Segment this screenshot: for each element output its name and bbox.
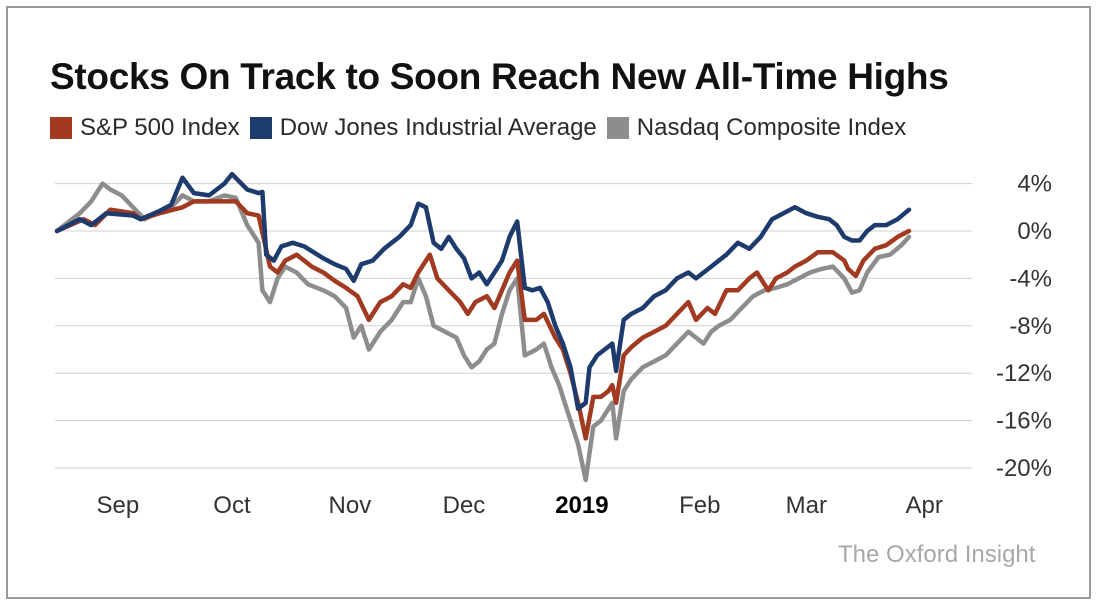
y-tick-label-2: -4% bbox=[1009, 265, 1052, 292]
chart-legend: S&P 500 Index Dow Jones Industrial Avera… bbox=[50, 114, 916, 142]
watermark: The Oxford Insight bbox=[838, 541, 1036, 568]
legend-item-nasdaq: Nasdaq Composite Index bbox=[606, 114, 907, 142]
y-tick-label-3: -8% bbox=[1009, 313, 1052, 340]
series-line-sp500 bbox=[54, 199, 912, 441]
legend-item-dow: Dow Jones Industrial Average bbox=[249, 114, 597, 142]
legend-swatch-nasdaq bbox=[606, 117, 629, 139]
x-tick-label-0: Sep bbox=[97, 492, 140, 519]
y-tick-label-5: -16% bbox=[996, 408, 1052, 435]
series-line-dow bbox=[54, 171, 912, 412]
x-tick-label-3: Dec bbox=[443, 492, 486, 519]
x-tick-label-7: Apr bbox=[906, 492, 943, 519]
legend-label-sp500: S&P 500 Index bbox=[80, 114, 240, 141]
legend-label-nasdaq: Nasdaq Composite Index bbox=[636, 114, 907, 141]
x-tick-label-6: Mar bbox=[786, 492, 827, 519]
x-tick-label-5: Feb bbox=[679, 492, 720, 519]
series-line-nasdaq bbox=[54, 181, 912, 483]
x-tick-label-4: 2019 bbox=[555, 492, 608, 519]
legend-label-dow: Dow Jones Industrial Average bbox=[279, 114, 597, 141]
x-tick-label-1: Oct bbox=[213, 492, 251, 519]
x-tick-label-2: Nov bbox=[329, 492, 372, 519]
chart-title: Stocks On Track to Soon Reach New All-Ti… bbox=[50, 56, 949, 97]
y-tick-label-6: -20% bbox=[996, 455, 1052, 482]
legend-swatch-dow bbox=[249, 117, 272, 139]
y-tick-label-4: -12% bbox=[996, 360, 1052, 387]
legend-swatch-sp500 bbox=[50, 117, 72, 139]
legend-item-sp500: S&P 500 Index bbox=[50, 114, 240, 142]
y-tick-label-0: 4% bbox=[1017, 171, 1052, 198]
y-tick-label-1: 0% bbox=[1017, 218, 1052, 245]
